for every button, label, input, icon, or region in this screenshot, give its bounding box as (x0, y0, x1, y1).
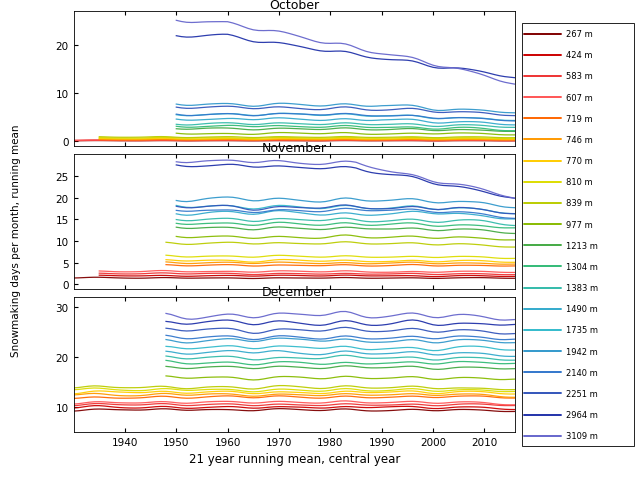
Text: 810 m: 810 m (566, 178, 593, 187)
Text: 1735 m: 1735 m (566, 326, 598, 335)
Text: 2251 m: 2251 m (566, 389, 598, 398)
Text: 1304 m: 1304 m (566, 263, 598, 271)
Text: Snowmaking days per month, running mean: Snowmaking days per month, running mean (11, 124, 21, 356)
Text: 267 m: 267 m (566, 30, 593, 39)
Title: December: December (262, 285, 327, 298)
Title: October: October (269, 0, 319, 12)
Text: 583 m: 583 m (566, 72, 593, 81)
Text: 839 m: 839 m (566, 199, 593, 208)
Text: 2140 m: 2140 m (566, 368, 598, 377)
Text: 719 m: 719 m (566, 115, 593, 123)
Text: 2964 m: 2964 m (566, 410, 598, 419)
Text: 746 m: 746 m (566, 136, 593, 144)
Text: 424 m: 424 m (566, 51, 593, 60)
Text: 1383 m: 1383 m (566, 284, 598, 292)
X-axis label: 21 year running mean, central year: 21 year running mean, central year (189, 452, 400, 465)
Text: 1490 m: 1490 m (566, 305, 598, 313)
Title: November: November (262, 142, 327, 155)
Text: 977 m: 977 m (566, 220, 593, 229)
Text: 770 m: 770 m (566, 157, 593, 166)
Text: 3109 m: 3109 m (566, 432, 598, 440)
Text: 1213 m: 1213 m (566, 241, 598, 250)
Text: 607 m: 607 m (566, 94, 593, 102)
Text: 1942 m: 1942 m (566, 347, 598, 356)
